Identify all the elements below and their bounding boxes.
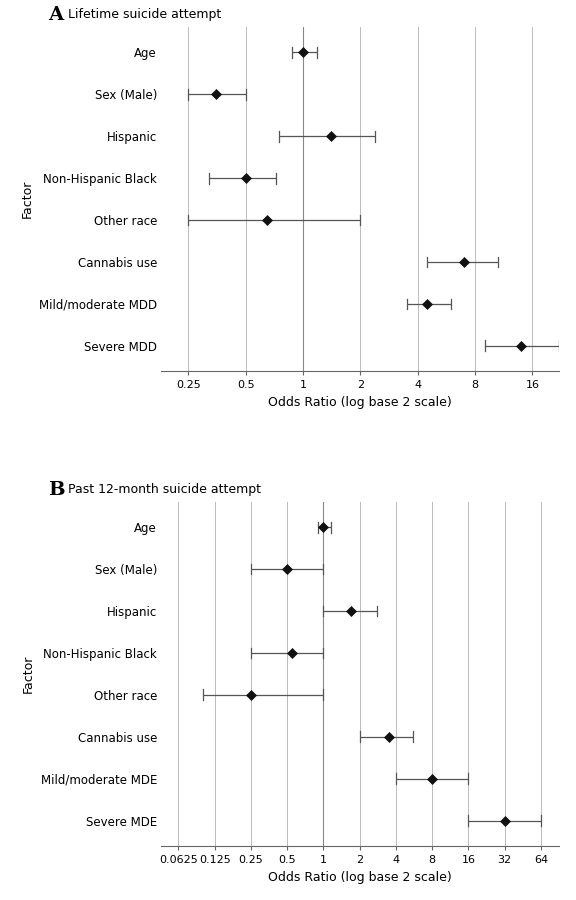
Text: B: B <box>48 482 65 500</box>
Text: A: A <box>48 6 63 24</box>
Y-axis label: Factor: Factor <box>22 655 35 693</box>
Text: Lifetime suicide attempt: Lifetime suicide attempt <box>68 8 221 21</box>
X-axis label: Odds Ratio (log base 2 scale): Odds Ratio (log base 2 scale) <box>268 870 452 884</box>
Y-axis label: Factor: Factor <box>20 180 33 218</box>
Text: Past 12-month suicide attempt: Past 12-month suicide attempt <box>68 483 261 496</box>
X-axis label: Odds Ratio (log base 2 scale): Odds Ratio (log base 2 scale) <box>268 396 452 409</box>
